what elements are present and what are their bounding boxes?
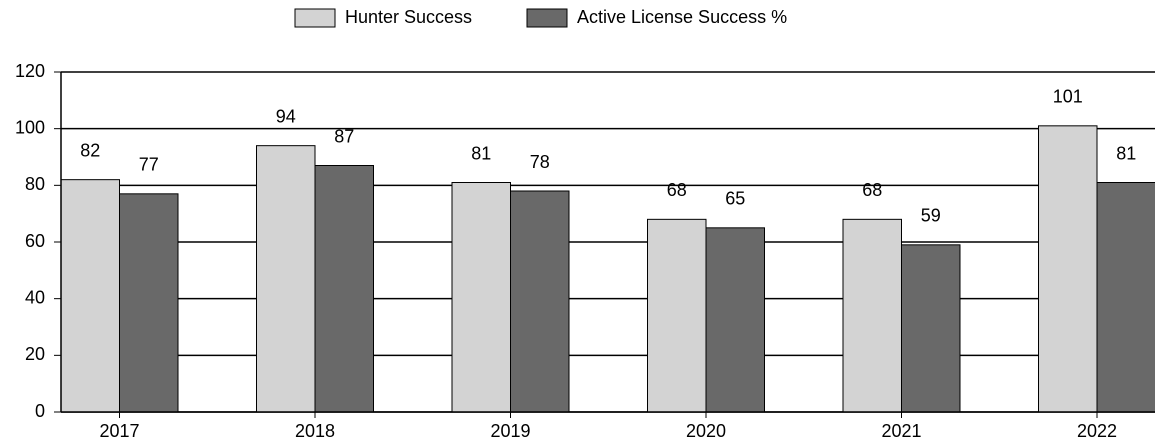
- value-label: 81: [1116, 143, 1136, 163]
- value-label: 68: [667, 180, 687, 200]
- bar: [256, 145, 316, 413]
- value-label: 65: [725, 189, 745, 209]
- y-tick-label: 60: [25, 231, 45, 251]
- x-tick-label: 2022: [1077, 421, 1117, 441]
- bar: [842, 218, 902, 413]
- bar: [451, 182, 511, 413]
- bar: [901, 244, 961, 413]
- y-tick-label: 40: [25, 287, 45, 307]
- bar: [510, 190, 570, 413]
- legend-swatch: [526, 8, 568, 28]
- x-tick-label: 2018: [295, 421, 335, 441]
- bar: [647, 218, 707, 413]
- bar: [119, 193, 179, 413]
- value-label: 77: [139, 155, 159, 175]
- x-tick-label: 2017: [99, 421, 139, 441]
- x-tick-label: 2020: [686, 421, 726, 441]
- value-label: 82: [80, 140, 100, 160]
- y-tick-label: 20: [25, 344, 45, 364]
- y-tick-label: 100: [15, 117, 45, 137]
- value-label: 78: [530, 152, 550, 172]
- bar: [1096, 182, 1155, 413]
- x-tick-label: 2019: [490, 421, 530, 441]
- bar: [60, 179, 120, 413]
- y-tick-label: 0: [35, 401, 45, 421]
- y-tick-label: 120: [15, 61, 45, 81]
- x-tick-label: 2021: [881, 421, 921, 441]
- bar: [1038, 125, 1098, 413]
- value-label: 101: [1053, 87, 1083, 107]
- value-label: 68: [862, 180, 882, 200]
- legend-label: Hunter Success: [345, 7, 472, 27]
- value-label: 81: [471, 143, 491, 163]
- legend-swatch: [294, 8, 336, 28]
- legend-label: Active License Success %: [577, 7, 787, 27]
- bar: [705, 227, 765, 413]
- value-label: 87: [334, 126, 354, 146]
- value-label: 94: [276, 106, 296, 126]
- bar: [314, 165, 374, 413]
- y-tick-label: 80: [25, 174, 45, 194]
- value-label: 59: [921, 206, 941, 226]
